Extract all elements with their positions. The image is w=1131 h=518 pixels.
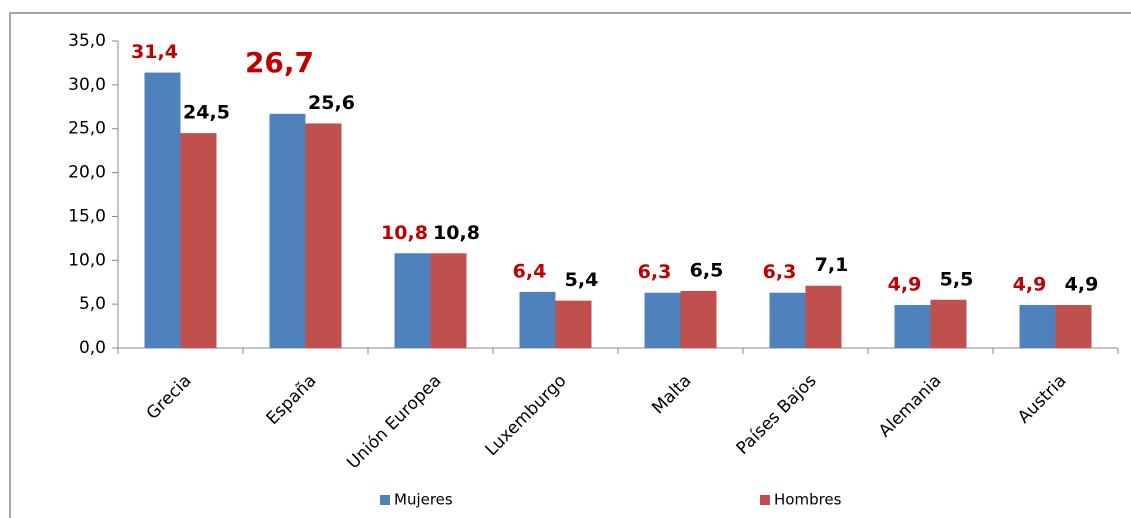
bar [894,305,931,348]
bar [305,123,342,348]
bar [180,133,217,348]
value-label: 5,5 [940,268,974,290]
bar [430,253,467,348]
bar [1055,305,1092,348]
bar [144,72,181,348]
value-label: 5,4 [565,269,599,291]
y-tick-label: 10,0 [68,250,106,270]
bar [394,253,431,348]
value-label: 7,1 [815,254,849,276]
value-label: 26,7 [245,46,314,79]
y-tick-label: 25,0 [68,119,106,139]
y-tick-label: 15,0 [68,206,106,226]
bar [555,300,592,348]
value-label: 10,8 [433,222,480,244]
y-tick-label: 0,0 [79,338,106,358]
value-label: 4,9 [888,274,922,296]
bar [805,285,842,348]
legend-label: Hombres [774,491,842,509]
value-label: 6,5 [690,259,724,281]
y-tick-label: 35,0 [68,31,106,51]
value-label: 24,5 [183,102,230,124]
y-tick-label: 20,0 [68,163,106,183]
y-tick-label: 5,0 [79,294,106,314]
value-label: 6,3 [763,261,797,283]
bar [1019,305,1056,348]
bar [769,292,806,348]
value-label: 4,9 [1065,274,1099,296]
bar [930,299,967,348]
bar [644,292,681,348]
value-label: 6,4 [513,260,547,282]
bar [269,113,306,348]
value-label: 25,6 [308,92,355,114]
value-label: 4,9 [1013,274,1047,296]
y-tick-label: 30,0 [68,75,106,95]
bar [519,291,556,348]
value-label: 10,8 [381,222,428,244]
bar [680,290,717,348]
legend-swatch [380,495,390,505]
value-label: 31,4 [131,41,178,63]
legend-label: Mujeres [394,491,453,509]
value-label: 6,3 [638,261,672,283]
legend-swatch [760,495,770,505]
